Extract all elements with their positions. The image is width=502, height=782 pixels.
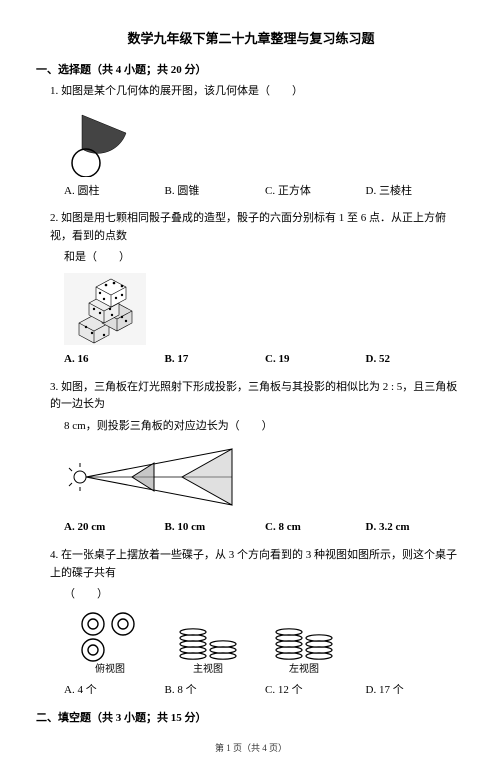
q4-opt-b: B. 8 个 (165, 682, 266, 700)
q3-line2: 8 cm，则投影三角板的对应边长为（ ） (64, 418, 466, 436)
q3-opt-d: D. 3.2 cm (366, 519, 467, 537)
q3-figure (64, 441, 466, 513)
q4-opt-c: C. 12 个 (265, 682, 366, 700)
q4-line2: （ ） (64, 586, 466, 604)
q1-opt-a: A. 圆柱 (64, 183, 165, 201)
q3-opt-b: B. 10 cm (165, 519, 266, 537)
q3-line1: 3. 如图，三角板在灯光照射下形成投影，三角板与其投影的相似比为 2 : 5，且… (50, 379, 466, 414)
q3-options: A. 20 cm B. 10 cm C. 8 cm D. 3.2 cm (64, 519, 466, 537)
q3-opt-c: C. 8 cm (265, 519, 366, 537)
q2-options: A. 16 B. 17 C. 19 D. 52 (64, 351, 466, 369)
question-3: 3. 如图，三角板在灯光照射下形成投影，三角板与其投影的相似比为 2 : 5，且… (50, 379, 466, 537)
q2-opt-c: C. 19 (265, 351, 366, 369)
q2-opt-b: B. 17 (165, 351, 266, 369)
q4-view2-label: 主视图 (175, 662, 241, 678)
q4-opt-d: D. 17 个 (366, 682, 467, 700)
q1-options: A. 圆柱 B. 圆锥 C. 正方体 D. 三棱柱 (64, 183, 466, 201)
q1-opt-b: B. 圆锥 (165, 183, 266, 201)
q4-view3-label: 左视图 (271, 662, 337, 678)
q4-line1: 4. 在一张桌子上摆放着一些碟子，从 3 个方向看到的 3 种视图如图所示，则这… (50, 547, 466, 582)
q4-options: A. 4 个 B. 8 个 C. 12 个 D. 17 个 (64, 682, 466, 700)
q4-leftview: 左视图 (271, 610, 337, 678)
q4-opt-a: A. 4 个 (64, 682, 165, 700)
q2-opt-d: D. 52 (366, 351, 467, 369)
q4-view1-label: 俯视图 (75, 662, 145, 678)
q1-figure (64, 107, 466, 177)
question-1: 1. 如图是某个几何体的展开图，该几何体是（ ） A. 圆柱 B. 圆锥 C. … (50, 83, 466, 200)
q4-topview: 俯视图 (75, 610, 145, 678)
q1-opt-c: C. 正方体 (265, 183, 366, 201)
section2-header: 二、填空题（共 3 小题；共 15 分） (36, 709, 466, 725)
q2-line2: 和是（ ） (64, 249, 466, 267)
q4-figures: 俯视图 主视图 (75, 610, 466, 678)
q2-opt-a: A. 16 (64, 351, 165, 369)
question-2: 2. 如图是用七颗相同骰子叠成的造型，骰子的六面分别标有 1 至 6 点．从正上… (50, 210, 466, 368)
q1-opt-d: D. 三棱柱 (366, 183, 467, 201)
q1-text: 1. 如图是某个几何体的展开图，该几何体是（ ） (50, 83, 466, 101)
q2-line1: 2. 如图是用七颗相同骰子叠成的造型，骰子的六面分别标有 1 至 6 点．从正上… (50, 210, 466, 245)
q4-frontview: 主视图 (175, 610, 241, 678)
page-footer: 第 1 页（共 4 页） (36, 741, 466, 754)
question-4: 4. 在一张桌子上摆放着一些碟子，从 3 个方向看到的 3 种视图如图所示，则这… (50, 547, 466, 699)
page-title: 数学九年级下第二十九章整理与复习练习题 (36, 28, 466, 47)
q2-figure (64, 273, 466, 345)
q3-opt-a: A. 20 cm (64, 519, 165, 537)
section1-header: 一、选择题（共 4 小题；共 20 分） (36, 61, 466, 77)
